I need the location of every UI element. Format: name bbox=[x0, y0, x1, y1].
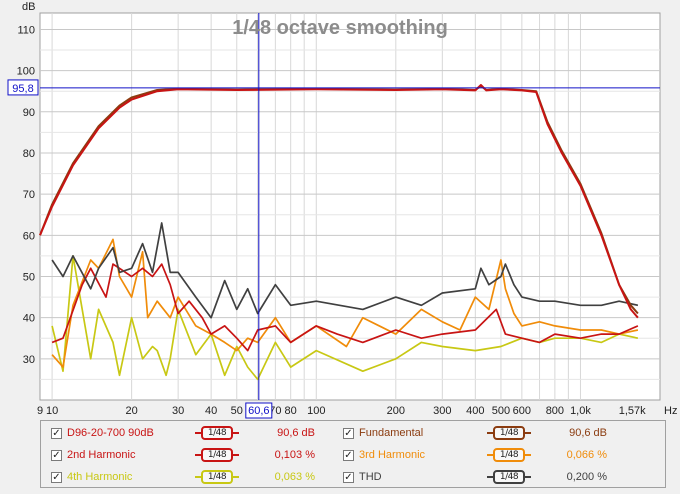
y-tick-label: 90 bbox=[23, 107, 35, 119]
legend-smoothing-badge[interactable]: 1/48 bbox=[493, 448, 525, 462]
x-tick-label: 100 bbox=[307, 405, 325, 417]
chart-title: 1/48 octave smoothing bbox=[232, 17, 448, 39]
x-tick-label: 300 bbox=[433, 405, 451, 417]
cursor-y-box bbox=[7, 79, 39, 96]
legend-row-d96-20-700-90db: ✓ D96-20-700 90dB 1/48 90,6 dB bbox=[51, 422, 315, 444]
x-tick-label: 9 bbox=[37, 405, 43, 417]
x-tick-label: 30 bbox=[172, 405, 184, 417]
y-tick-label: 110 bbox=[17, 24, 35, 36]
x-tick-label: 40 bbox=[205, 405, 217, 417]
series-line-3rd-harmonic bbox=[51, 238, 639, 368]
x-tick-label: 1,57k bbox=[619, 405, 646, 417]
legend-checkbox[interactable]: ✓ bbox=[343, 471, 354, 483]
legend-cursor-value: 0,103 % bbox=[274, 449, 315, 461]
legend-cursor-value: 90,6 dB bbox=[569, 427, 607, 439]
legend-checkbox[interactable]: ✓ bbox=[51, 427, 62, 439]
x-tick-label: 80 bbox=[285, 405, 297, 417]
x-tick-label: 20 bbox=[125, 405, 137, 417]
legend-cursor-value: 0,063 % bbox=[274, 471, 315, 483]
y-tick-label: 40 bbox=[23, 313, 35, 325]
legend-smoothing-badge[interactable]: 1/48 bbox=[201, 426, 233, 440]
legend-smoothing-badge[interactable]: 1/48 bbox=[493, 426, 525, 440]
legend-series-name: D96-20-700 90dB bbox=[67, 427, 154, 439]
cursor-x-readout: 60,6 bbox=[248, 405, 269, 417]
plot-area[interactable] bbox=[39, 12, 661, 401]
legend-line-swatch-left bbox=[195, 454, 201, 456]
cursor-x-box bbox=[245, 402, 273, 419]
y-tick-label: 30 bbox=[23, 354, 35, 366]
y-tick-label: 70 bbox=[23, 189, 35, 201]
legend-row-thd: ✓ THD 1/48 0,200 % bbox=[343, 466, 607, 488]
legend-cursor-value: 90,6 dB bbox=[277, 427, 315, 439]
x-tick-label: 10 bbox=[46, 405, 58, 417]
legend-cursor-value: 0,200 % bbox=[566, 471, 607, 483]
x-tick-label: 200 bbox=[387, 405, 405, 417]
legend-line-swatch-left bbox=[195, 432, 201, 434]
legend-row-3rd-harmonic: ✓ 3rd Harmonic 1/48 0,066 % bbox=[343, 444, 607, 466]
legend-series-name: 2nd Harmonic bbox=[67, 449, 136, 461]
y-axis-label: dB bbox=[22, 1, 35, 13]
x-tick-label: 50 bbox=[231, 405, 243, 417]
legend-cursor-value: 0,066 % bbox=[566, 449, 607, 461]
legend-line-swatch-left bbox=[487, 476, 493, 478]
legend-checkbox[interactable]: ✓ bbox=[343, 449, 354, 461]
x-tick-label: 600 bbox=[513, 405, 531, 417]
legend-smoothing-badge[interactable]: 1/48 bbox=[201, 448, 233, 462]
legend-line-swatch-right bbox=[233, 476, 239, 478]
legend-checkbox[interactable]: ✓ bbox=[51, 449, 62, 461]
series-lines bbox=[39, 84, 639, 381]
y-tick-label: 100 bbox=[17, 66, 35, 78]
legend-line-swatch-left bbox=[195, 476, 201, 478]
x-tick-label: 500 bbox=[492, 405, 510, 417]
legend-panel: ✓ D96-20-700 90dB 1/48 90,6 dB ✓ Fundamental 1… bbox=[40, 420, 666, 488]
legend-line-swatch-right bbox=[525, 476, 531, 478]
series-line-thd bbox=[51, 222, 639, 319]
legend-line-swatch-right bbox=[525, 432, 531, 434]
legend-line-swatch-right bbox=[233, 432, 239, 434]
legend-series-name: 4th Harmonic bbox=[67, 471, 133, 483]
x-axis-unit: Hz bbox=[664, 405, 677, 417]
legend-series-name: 3rd Harmonic bbox=[359, 449, 426, 461]
legend-row-2nd-harmonic: ✓ 2nd Harmonic 1/48 0,103 % bbox=[51, 444, 315, 466]
series-line-d96-20-700-90db bbox=[39, 84, 639, 319]
legend-series-name: THD bbox=[359, 471, 382, 483]
legend-checkbox[interactable]: ✓ bbox=[51, 471, 62, 483]
cursor: 95,8 60,6 bbox=[7, 13, 660, 419]
legend-smoothing-badge[interactable]: 1/48 bbox=[493, 470, 525, 484]
legend-line-swatch-left bbox=[487, 454, 493, 456]
series-line-2nd-harmonic bbox=[51, 263, 639, 352]
legend-checkbox[interactable]: ✓ bbox=[343, 427, 354, 439]
axis-tick-labels: 3040506070809010011091020304050607080100… bbox=[17, 24, 647, 417]
legend-line-swatch-right bbox=[233, 454, 239, 456]
x-tick-label: 1,0k bbox=[570, 405, 591, 417]
legend-line-swatch-right bbox=[525, 454, 531, 456]
x-tick-label: 800 bbox=[546, 405, 564, 417]
legend-row-4th-harmonic: ✓ 4th Harmonic 1/48 0,063 % bbox=[51, 466, 315, 488]
y-tick-label: 60 bbox=[23, 230, 35, 242]
response-graph[interactable]: 3040506070809010011091020304050607080100… bbox=[0, 0, 680, 420]
legend-line-swatch-left bbox=[487, 432, 493, 434]
y-tick-label: 80 bbox=[23, 148, 35, 160]
cursor-y-readout: 95,8 bbox=[12, 83, 33, 95]
x-tick-label: 400 bbox=[466, 405, 484, 417]
legend-row-fundamental: ✓ Fundamental 1/48 90,6 dB bbox=[343, 422, 607, 444]
legend-series-name: Fundamental bbox=[359, 427, 424, 439]
legend-smoothing-badge[interactable]: 1/48 bbox=[201, 470, 233, 484]
y-tick-label: 50 bbox=[23, 271, 35, 283]
